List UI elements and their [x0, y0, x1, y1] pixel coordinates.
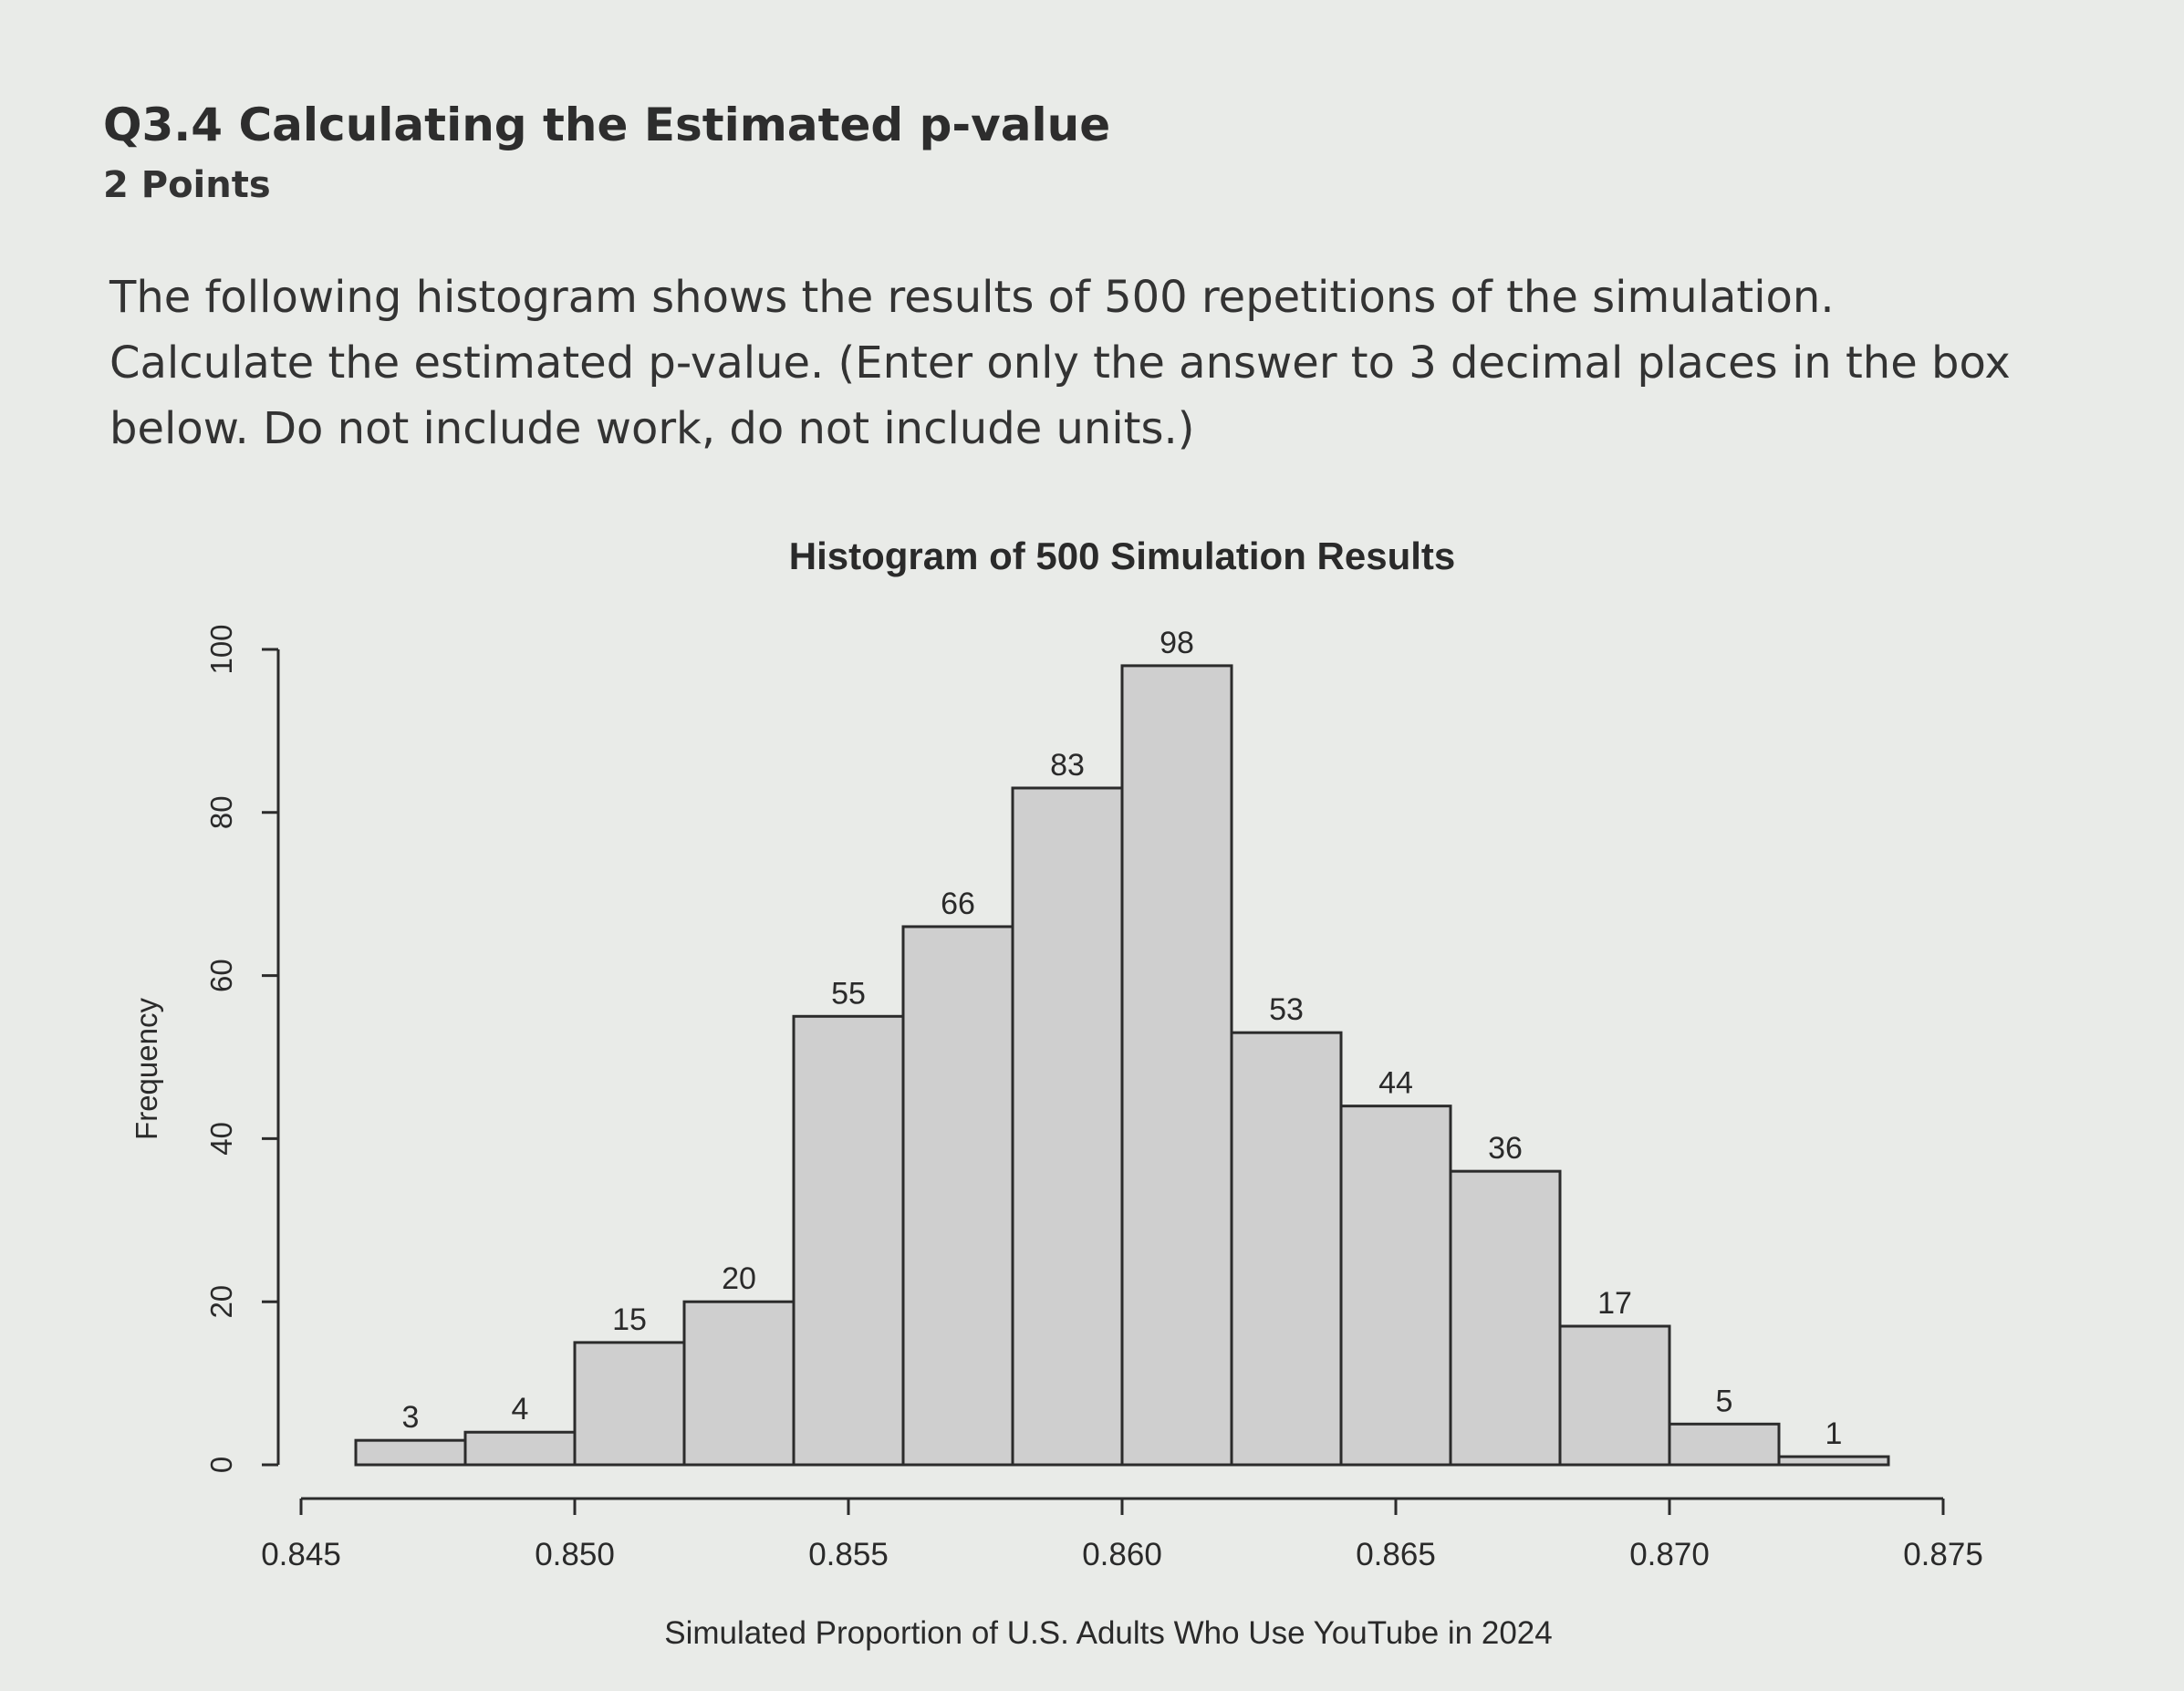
x-tick-label: 0.860	[1082, 1537, 1162, 1572]
y-tick-label: 0	[204, 1457, 238, 1473]
histogram-bar	[354, 1438, 467, 1467]
bar-value-label: 66	[941, 887, 975, 921]
histogram-bar	[1120, 664, 1233, 1467]
x-axis: 0.845 0.850 0.855 0.860 0.865 0.870 0.875	[261, 1497, 1983, 1572]
question-prompt: The following histogram shows the result…	[109, 272, 2011, 454]
y-tick-label: 20	[204, 1285, 238, 1319]
x-tick-label: 0.850	[535, 1537, 615, 1572]
bar-value-label: 20	[722, 1261, 756, 1296]
x-tick-label: 0.845	[261, 1537, 341, 1572]
bar-value-label: 36	[1488, 1131, 1523, 1166]
bar-value-label: 98	[1160, 626, 1194, 660]
x-axis-label: Simulated Proportion of U.S. Adults Who …	[664, 1615, 1552, 1651]
y-axis-label: Frequency	[130, 998, 163, 1140]
question-title: Q3.4 Calculating the Estimated p-value	[103, 99, 1111, 151]
y-tick-label: 60	[204, 959, 238, 992]
histogram-bars	[354, 664, 1890, 1467]
bar-value-label: 5	[1716, 1384, 1733, 1418]
bar-value-label: 17	[1597, 1286, 1632, 1321]
question-points: 2 Points	[103, 164, 271, 206]
histogram-bar	[1668, 1422, 1781, 1467]
x-tick-label: 0.865	[1356, 1537, 1436, 1572]
bar-value-label: 3	[402, 1400, 420, 1435]
bar-value-label: 1	[1825, 1416, 1843, 1451]
bar-value-label: 44	[1378, 1066, 1413, 1101]
bar-value-label: 15	[612, 1302, 647, 1337]
bar-value-label: 53	[1269, 992, 1304, 1027]
y-tick-label: 100	[204, 624, 238, 674]
histogram-bar	[1339, 1105, 1452, 1467]
y-tick-label: 80	[204, 795, 238, 829]
histogram-bar	[682, 1300, 796, 1467]
histogram-bar	[463, 1430, 577, 1467]
chart-title: Histogram of 500 Simulation Results	[789, 534, 1456, 577]
x-tick-label: 0.875	[1903, 1537, 1983, 1572]
x-tick-label: 0.870	[1629, 1537, 1710, 1572]
histogram-bar	[573, 1341, 686, 1467]
histogram-bar	[1230, 1031, 1343, 1467]
x-tick-label: 0.855	[808, 1537, 889, 1572]
histogram-bar	[1011, 786, 1124, 1467]
bar-value-label: 55	[831, 976, 866, 1011]
bar-value-labels: 3 4 15 20 55 66 83 98 53 44 36 17 5 1	[402, 626, 1843, 1451]
bar-value-label: 4	[512, 1392, 529, 1426]
histogram-bar	[792, 1014, 905, 1467]
y-axis: 0 20 40 60 80 100	[204, 624, 280, 1473]
y-tick-label: 40	[204, 1122, 238, 1156]
histogram-bar	[1558, 1324, 1671, 1467]
histogram-bar	[1777, 1455, 1890, 1467]
histogram-bar	[1449, 1169, 1562, 1467]
histogram-bar	[901, 925, 1014, 1467]
bar-value-label: 83	[1050, 748, 1085, 783]
